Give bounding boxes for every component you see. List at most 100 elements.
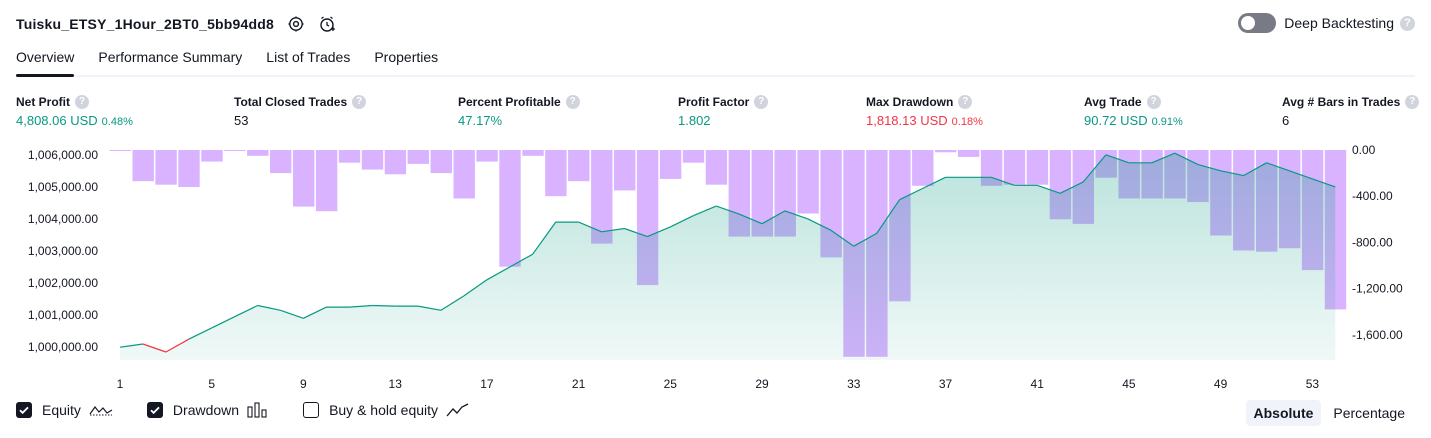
metric-value: 90.72 USD <box>1084 113 1148 128</box>
equity-line-segment <box>1266 162 1290 172</box>
drawdown-bar <box>407 150 429 164</box>
x-tick-label: 41 <box>1031 377 1045 391</box>
drawdown-bar <box>109 150 131 151</box>
y-right-tick-label: -400.00 <box>1352 189 1393 203</box>
equity-line-segment <box>303 306 327 319</box>
drawdown-bar <box>957 150 980 157</box>
help-icon[interactable]: ? <box>1405 94 1420 109</box>
x-tick-label: 37 <box>939 377 953 391</box>
tab-list-of-trades[interactable]: List of Trades <box>266 49 351 65</box>
scale-mode-switch: Absolute Percentage <box>1242 400 1414 426</box>
equity-line-segment <box>463 279 488 297</box>
equity-line-icon <box>89 402 113 418</box>
help-icon[interactable]: ? <box>754 94 769 109</box>
equity-line-segment <box>578 221 602 233</box>
y-right-tick-label: -1,200.00 <box>1352 282 1403 296</box>
legend-drawdown[interactable]: Drawdown <box>146 402 269 418</box>
deep-backtesting-help-icon[interactable]: ? <box>1400 15 1415 31</box>
x-tick-label: 33 <box>847 377 861 391</box>
equity-line-segment <box>165 338 190 353</box>
equity-line-segment <box>280 309 304 319</box>
equity-line-segment <box>991 176 1015 186</box>
metric-avg-trade: Avg Trade? 90.72 USD 0.91% <box>1084 94 1183 128</box>
metric-label: Percent Profitable <box>458 94 561 109</box>
metric-avg-bars-in-trades: Avg # Bars in Trades? 6 <box>1282 94 1420 128</box>
x-tick-label: 1 <box>117 377 124 391</box>
equity-line-segment <box>876 199 901 234</box>
help-icon[interactable]: ? <box>352 94 367 109</box>
x-tick-label: 29 <box>755 377 769 391</box>
percentage-mode-button[interactable]: Percentage <box>1333 405 1405 421</box>
metric-label: Total Closed Trades <box>234 94 348 109</box>
tab-properties[interactable]: Properties <box>374 49 439 65</box>
equity-line-segment <box>1082 154 1107 183</box>
x-tick-label: 13 <box>389 377 403 391</box>
drawdown-bar <box>935 150 957 153</box>
equity-line-segment <box>601 227 625 233</box>
help-icon[interactable]: ? <box>958 94 973 109</box>
equity-line-segment <box>853 232 877 247</box>
tab-overview[interactable]: Overview <box>16 44 75 77</box>
equity-checkbox[interactable] <box>16 402 32 418</box>
y-left-tick-label: 1,006,000.00 <box>28 148 98 162</box>
metric-profit-factor: Profit Factor? 1.802 <box>678 94 769 128</box>
metric-value: 6 <box>1282 113 1290 128</box>
help-icon[interactable]: ? <box>565 94 580 109</box>
deep-backtesting-toggle[interactable] <box>1238 13 1277 33</box>
equity-line-segment <box>119 343 143 348</box>
absolute-mode-button[interactable]: Absolute <box>1245 400 1322 426</box>
tab-performance-summary[interactable]: Performance Summary <box>98 49 243 65</box>
metric-value: 1,818.13 USD <box>866 113 948 128</box>
equity-line-segment <box>693 205 717 217</box>
equity-line-segment <box>349 304 373 308</box>
drawdown-bar <box>499 150 521 267</box>
metric-label: Profit Factor <box>678 94 750 109</box>
strategy-header: Tuisku_ETSY_1Hour_2BT0_5bb94dd8 <box>16 12 338 36</box>
metric-label: Avg # Bars in Trades <box>1282 94 1401 109</box>
drawdown-bar <box>201 150 223 162</box>
x-tick-label: 9 <box>300 377 307 391</box>
y-left-tick-label: 1,005,000.00 <box>28 180 98 194</box>
equity-line-segment <box>1037 184 1061 194</box>
drawdown-bar <box>797 150 819 214</box>
drawdown-bar <box>293 150 315 207</box>
buy-hold-label: Buy & hold equity <box>329 402 439 418</box>
legend-equity[interactable]: Equity <box>16 402 113 418</box>
strategy-title: Tuisku_ETSY_1Hour_2BT0_5bb94dd8 <box>16 16 275 32</box>
help-icon[interactable]: ? <box>75 94 89 109</box>
settings-gear-icon[interactable] <box>286 14 306 34</box>
legend-buy-hold[interactable]: Buy & hold equity <box>303 402 470 418</box>
chart-axes: 1,006,000.00 1,005,000.00 1,004,000.00 1,00… <box>28 143 1403 391</box>
equity-line-segment <box>1220 170 1244 177</box>
metric-total-closed-trades: Total Closed Trades? 53 <box>234 94 367 128</box>
equity-line-segment <box>532 221 557 255</box>
equity-series <box>119 152 1336 360</box>
metric-label: Avg Trade <box>1084 94 1142 109</box>
equity-drawdown-chart[interactable]: 1,006,000.00 1,005,000.00 1,004,000.00 1,00… <box>0 138 1431 396</box>
help-icon[interactable]: ? <box>1146 94 1161 109</box>
equity-line-segment <box>1151 152 1176 164</box>
metric-label: Max Drawdown <box>866 94 954 109</box>
equity-line-segment <box>830 229 855 247</box>
equity-line-segment <box>922 176 946 190</box>
equity-line-segment <box>716 205 740 215</box>
drawdown-bar <box>545 150 567 197</box>
equity-line-segment <box>738 213 763 225</box>
metric-percent-profitable: Percent Profitable? 47.17% <box>458 94 580 128</box>
equity-line-segment <box>257 304 281 311</box>
x-tick-label: 5 <box>208 377 215 391</box>
equity-line-segment <box>647 226 671 238</box>
drawdown-bar <box>178 150 200 187</box>
add-alert-clock-icon[interactable] <box>318 14 338 34</box>
buy-hold-checkbox[interactable] <box>303 402 320 418</box>
equity-line-segment <box>234 304 258 318</box>
drawdown-bar <box>132 150 154 182</box>
equity-line-segment <box>440 295 465 311</box>
equity-line-segment <box>486 266 511 281</box>
metric-percent: 0.18% <box>951 116 983 128</box>
drawdown-bar <box>682 150 705 163</box>
x-tick-label: 53 <box>1306 377 1320 391</box>
equity-label: Equity <box>42 402 81 418</box>
drawdown-checkbox[interactable] <box>146 402 163 418</box>
drawdown-bar <box>568 150 590 182</box>
